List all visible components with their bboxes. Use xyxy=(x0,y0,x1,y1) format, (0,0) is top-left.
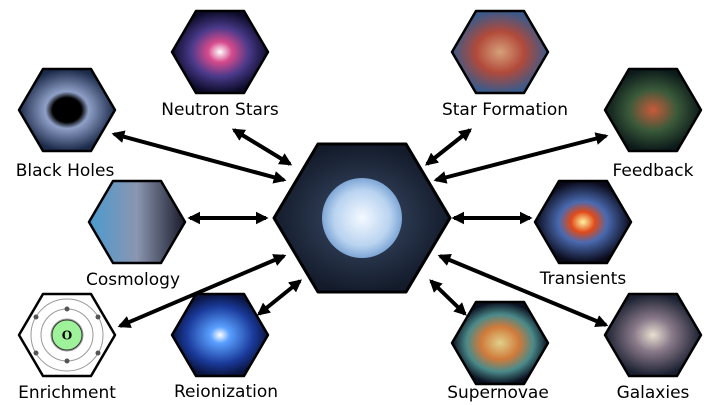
node-hexagon xyxy=(170,292,270,378)
arrow xyxy=(117,254,287,328)
node-label: Transients xyxy=(539,269,627,289)
arrow xyxy=(433,132,609,184)
nucleus xyxy=(51,319,83,351)
electron xyxy=(95,350,101,356)
node-hexagon xyxy=(170,9,270,95)
node-label: Enrichment xyxy=(18,383,116,403)
orbit xyxy=(50,318,84,352)
node-label: Reionization xyxy=(174,382,278,402)
electron xyxy=(33,350,39,356)
electron xyxy=(64,358,70,364)
node-hexagon xyxy=(17,67,117,153)
arrow xyxy=(424,128,473,166)
arrow xyxy=(257,279,302,316)
node-hexagon xyxy=(450,300,550,386)
node-hexagon xyxy=(533,179,633,265)
arrow xyxy=(429,279,467,316)
node-hexagon xyxy=(603,292,703,378)
node-label: Neutron Stars xyxy=(161,100,279,120)
node-label: Black Holes xyxy=(16,161,115,181)
element-symbol: O xyxy=(62,329,72,343)
arrow xyxy=(437,254,609,327)
electron xyxy=(95,314,101,320)
node-label: Star Formation xyxy=(442,100,568,120)
arrow xyxy=(111,130,287,184)
electron xyxy=(33,314,39,320)
node-label: Cosmology xyxy=(86,270,180,290)
node-hexagon xyxy=(87,179,187,265)
node-hexagon xyxy=(603,67,703,153)
arrow xyxy=(231,128,293,166)
node-label: Supernovae xyxy=(447,383,549,403)
node-hexagon xyxy=(450,9,550,95)
electron xyxy=(64,306,70,312)
node-label: Galaxies xyxy=(617,383,690,403)
node-label: Feedback xyxy=(613,161,694,181)
orbit xyxy=(30,298,104,372)
arrows xyxy=(111,128,609,328)
star xyxy=(322,178,402,258)
